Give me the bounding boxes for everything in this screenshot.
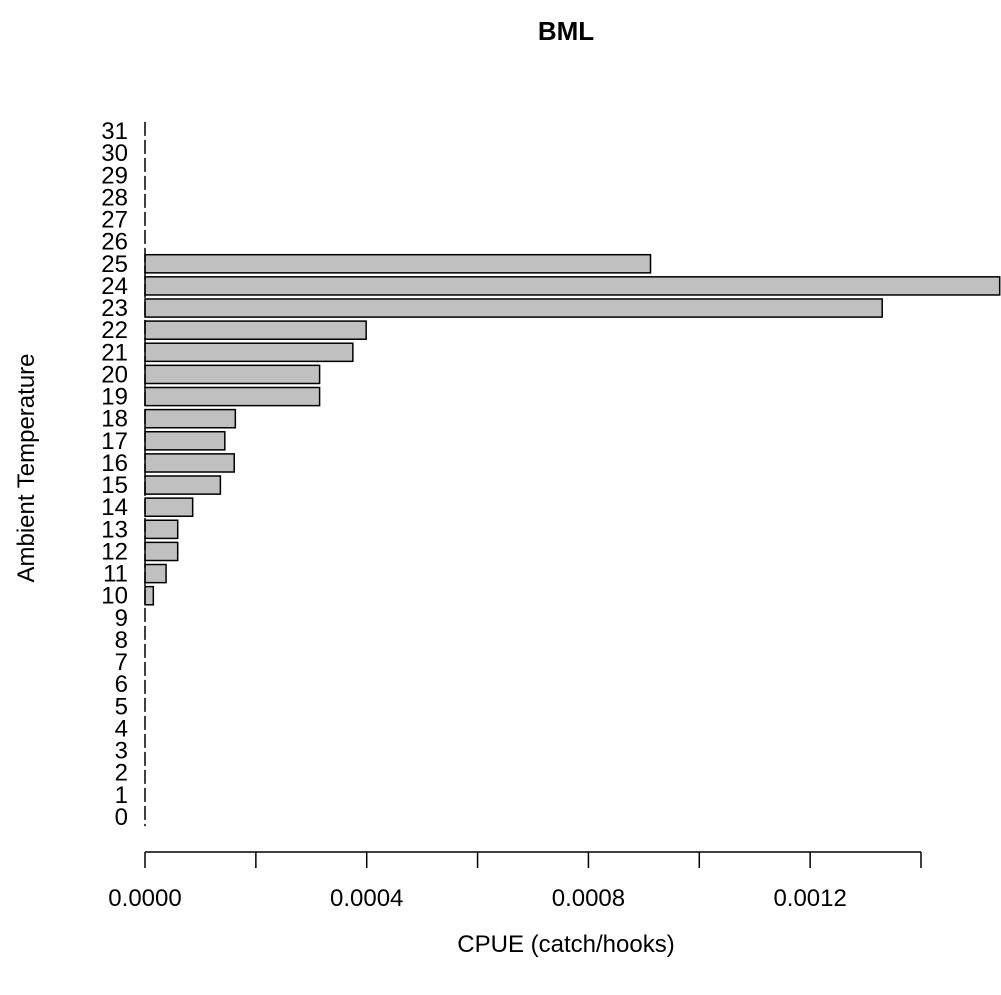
bar-20 xyxy=(144,364,321,385)
bar-17 xyxy=(144,430,226,451)
y-tick-label-23: 23 xyxy=(101,295,128,322)
y-tick-label-1: 1 xyxy=(115,782,128,809)
bar-15 xyxy=(144,475,222,495)
y-tick-label-10: 10 xyxy=(101,583,128,610)
x-tick-label-4: 0.0008 xyxy=(552,885,625,912)
y-tick-label-29: 29 xyxy=(101,162,128,189)
y-tick-label-9: 9 xyxy=(115,605,128,632)
bar-19 xyxy=(144,386,321,407)
x-axis: 0.0000 0.0004 0.0008 0.0012 xyxy=(108,851,922,912)
y-tick-label-31: 31 xyxy=(101,118,128,145)
y-tick-label-21: 21 xyxy=(101,339,128,366)
y-axis-title: Ambient Temperature xyxy=(13,353,40,582)
y-tick-label-15: 15 xyxy=(101,472,128,499)
x-tick-label-6: 0.0012 xyxy=(773,885,846,912)
x-axis-title: CPUE (catch/hooks) xyxy=(457,931,674,958)
bar-18 xyxy=(144,408,237,429)
y-tick-label-14: 14 xyxy=(101,494,128,521)
y-tick-label-2: 2 xyxy=(115,760,128,787)
bar-13 xyxy=(144,519,179,540)
y-tick-label-28: 28 xyxy=(101,184,128,211)
y-tick-label-11: 11 xyxy=(103,561,128,588)
y-tick-label-7: 7 xyxy=(115,649,128,676)
y-tick-label-25: 25 xyxy=(101,251,128,278)
y-tick-label-0: 0 xyxy=(115,804,128,831)
y-tick-label-6: 6 xyxy=(115,671,128,698)
x-tick-label-0: 0.0000 xyxy=(108,885,181,912)
y-tick-label-17: 17 xyxy=(101,428,128,455)
y-tick-label-22: 22 xyxy=(101,317,128,344)
y-tick-label-30: 30 xyxy=(101,140,128,167)
bar-11 xyxy=(144,563,167,584)
bar-10 xyxy=(144,585,155,606)
y-tick-label-3: 3 xyxy=(115,738,128,765)
bar-24 xyxy=(144,276,1001,296)
bar-14 xyxy=(144,497,194,518)
y-tick-label-26: 26 xyxy=(101,229,128,256)
y-tick-label-12: 12 xyxy=(101,538,128,565)
bar-23 xyxy=(144,298,883,318)
y-tick-label-27: 27 xyxy=(101,207,128,234)
chart-title: BML xyxy=(538,16,594,46)
bar-25 xyxy=(144,253,652,274)
y-tick-label-24: 24 xyxy=(101,273,128,300)
y-tick-label-19: 19 xyxy=(101,384,128,411)
y-tick-label-4: 4 xyxy=(115,715,128,742)
bar-16 xyxy=(144,453,235,473)
bars-group xyxy=(144,253,1001,606)
y-tick-label-20: 20 xyxy=(101,361,128,388)
bar-21 xyxy=(144,342,354,363)
y-tick-label-13: 13 xyxy=(101,516,128,543)
bar-12 xyxy=(144,541,179,562)
y-tick-label-16: 16 xyxy=(101,450,128,477)
y-tick-label-8: 8 xyxy=(115,627,128,654)
y-axis-labels: 0123456789101112131415161718192021222324… xyxy=(101,118,128,831)
y-tick-label-5: 5 xyxy=(115,693,128,720)
y-tick-label-18: 18 xyxy=(101,406,128,433)
bar-22 xyxy=(144,320,367,340)
x-tick-label-2: 0.0004 xyxy=(330,885,403,912)
